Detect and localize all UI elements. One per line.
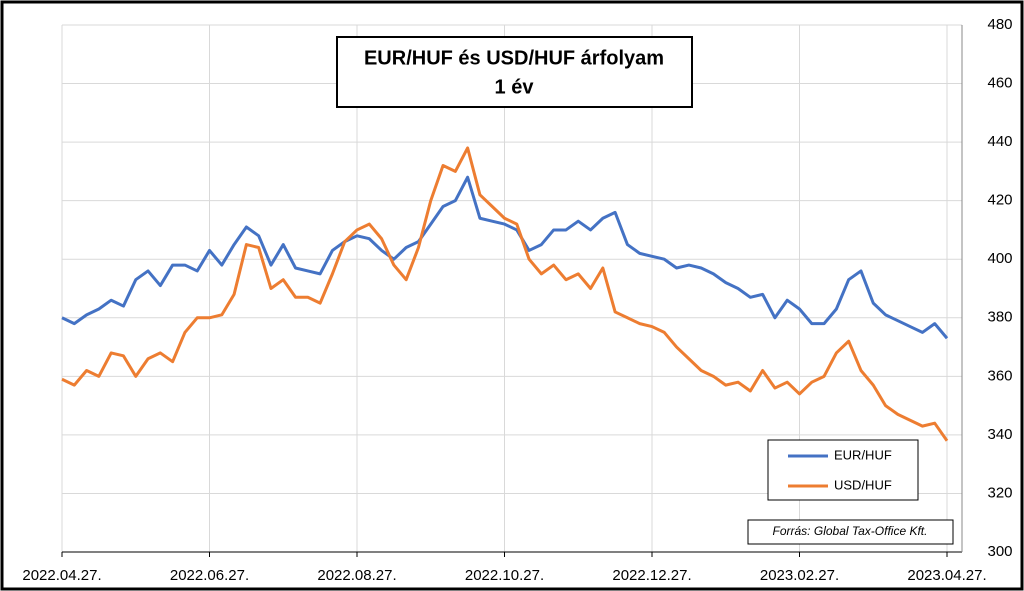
y-tick-label: 320 [987, 484, 1012, 501]
chart-subtitle: 1 év [495, 76, 535, 98]
y-tick-label: 440 [987, 133, 1012, 150]
x-tick-label: 2023.04.27. [907, 567, 986, 584]
source-note: Forrás: Global Tax-Office Kft. [773, 524, 928, 538]
y-tick-label: 480 [987, 16, 1012, 33]
y-tick-label: 360 [987, 367, 1012, 384]
x-tick-label: 2022.08.27. [317, 567, 396, 584]
line-series [61, 146, 949, 442]
y-tick-label: 380 [987, 309, 1012, 326]
y-tick-label: 340 [987, 426, 1012, 443]
y-tick-label: 300 [987, 543, 1012, 560]
legend-box [767, 439, 919, 501]
x-tick-label: 2022.10.27. [465, 567, 544, 584]
title-box [336, 36, 693, 108]
legend-label: USD/HUF [834, 477, 892, 492]
source-box [747, 519, 954, 545]
line-series [61, 175, 949, 340]
x-tick-label: 2022.06.27. [170, 567, 249, 584]
y-tick-label: 460 [987, 75, 1012, 92]
x-tick-label: 2023.02.27. [760, 567, 839, 584]
legend: EUR/HUF USD/HUF [767, 439, 919, 501]
x-tick-label: 2022.12.27. [612, 567, 691, 584]
y-tick-label: 400 [987, 250, 1012, 267]
y-tick-label: 420 [987, 192, 1012, 209]
x-tick-label: 2022.04.27. [22, 567, 101, 584]
chart-title: EUR/HUF és USD/HUF árfolyam [364, 47, 664, 69]
legend-label: EUR/HUF [834, 447, 892, 462]
